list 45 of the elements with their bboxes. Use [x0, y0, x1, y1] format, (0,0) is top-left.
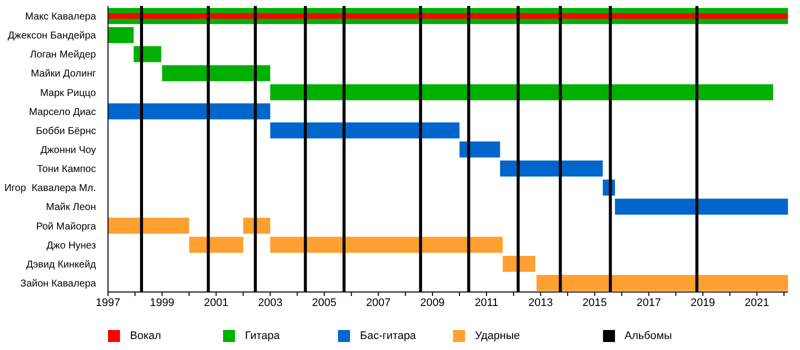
x-tick-label: 2001 — [204, 296, 228, 309]
y-tick-label: Майк Леон — [46, 202, 96, 214]
x-tick-label: 2015 — [582, 296, 607, 309]
y-tick-label: Игор Кавалера Мл. — [4, 183, 96, 194]
bar — [189, 236, 244, 253]
legend-label: Бас-гитара — [360, 330, 416, 342]
x-tick-label: 1999 — [150, 296, 174, 309]
y-tick-label: Джексон Бандейра — [8, 30, 96, 42]
y-tick-label: Джонни Чоу — [40, 145, 96, 156]
bar — [108, 27, 134, 44]
y-tick-label: Джо Нунез — [46, 240, 96, 252]
x-tick-label: 2013 — [528, 296, 553, 309]
y-tick-label: Бобби Бёрнс — [36, 126, 96, 137]
legend-label: Ударные — [475, 330, 520, 342]
y-tick-label: Марсело Диас — [28, 106, 96, 118]
x-tick-label: 2017 — [636, 296, 661, 309]
y-tick-label: Рой Майорга — [36, 221, 96, 232]
bar — [108, 103, 270, 120]
y-tick-label: Дэвид Кинкейд — [26, 259, 96, 270]
x-tick-label: 2019 — [690, 296, 716, 309]
y-tick-label: Зайон Кавалера — [20, 278, 96, 290]
x-tick-label: 2005 — [312, 296, 337, 309]
y-tick-label: Логан Мейдер — [30, 50, 96, 61]
bar — [270, 84, 774, 100]
y-tick-label: Макс Кавалера — [25, 12, 96, 23]
bar — [108, 218, 190, 234]
x-tick-label: 2007 — [366, 296, 391, 309]
x-tick-label: 2009 — [420, 296, 445, 309]
y-tick-label: Майки Долинг — [30, 68, 96, 80]
bar — [614, 198, 788, 215]
bar — [270, 236, 503, 253]
x-tick-label: 2011 — [474, 296, 498, 309]
legend-label: Гитара — [245, 330, 280, 342]
bar — [536, 274, 788, 291]
legend-label: Вокал — [130, 330, 162, 342]
bar — [162, 65, 270, 82]
bar — [270, 122, 460, 138]
y-tick-label: Марк Риццо — [40, 88, 96, 99]
x-tick-label: 2003 — [258, 296, 282, 309]
bar — [500, 160, 603, 177]
bar — [459, 141, 500, 158]
y-tick-label: Тони Кампос — [36, 164, 96, 176]
legend-label: Альбомы — [624, 330, 672, 342]
x-tick-label: 1997 — [96, 296, 120, 309]
x-tick-label: 2021 — [744, 296, 770, 309]
